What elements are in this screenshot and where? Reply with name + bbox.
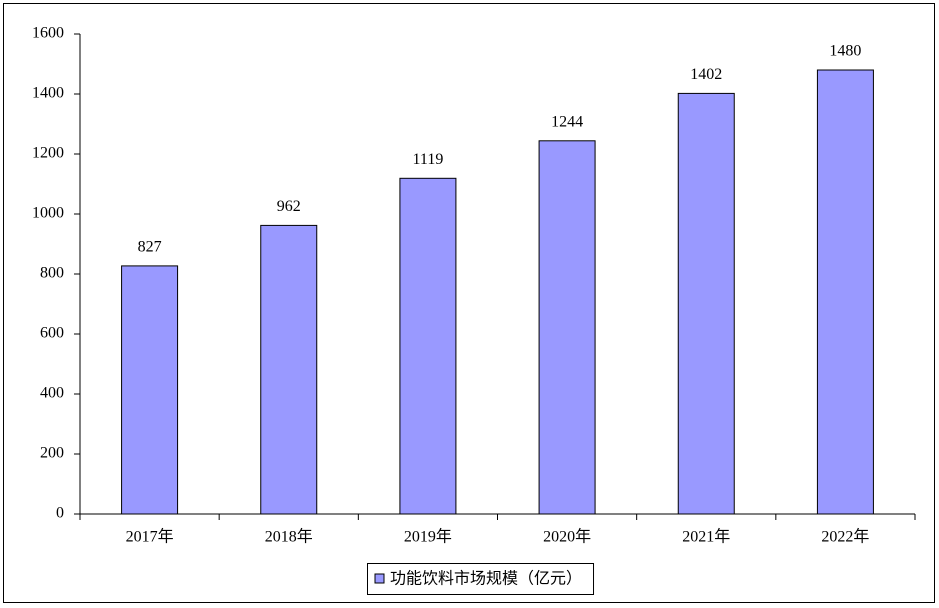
y-tick-label: 0: [56, 505, 64, 522]
x-tick-label: 2020年: [543, 528, 591, 546]
x-tick-label: 2017年: [126, 528, 174, 546]
x-tick-label: 2022年: [821, 528, 869, 546]
y-tick-label: 1600: [32, 25, 64, 42]
data-label: 1402: [690, 66, 722, 83]
bar: [260, 224, 318, 515]
y-tick-label: 400: [40, 385, 64, 402]
legend-swatch: [374, 573, 385, 584]
bar: [399, 177, 457, 515]
data-label: 962: [277, 198, 301, 215]
y-tick-label: 200: [40, 445, 64, 462]
x-tick-label: 2021年: [682, 528, 730, 546]
x-tick-label: 2019年: [404, 528, 452, 546]
data-label: 827: [138, 239, 162, 256]
legend-box: [367, 563, 595, 595]
y-tick-label: 1200: [32, 145, 64, 162]
y-tick-label: 1400: [32, 85, 64, 102]
x-tick-label: 2018年: [265, 528, 313, 546]
y-tick-label: 800: [40, 265, 64, 282]
bar: [677, 92, 735, 515]
bar: [538, 140, 596, 515]
data-label: 1119: [413, 151, 444, 168]
legend-label: 功能饮料市场规模（亿元）: [390, 570, 582, 588]
bar: [121, 265, 179, 515]
y-tick-label: 1000: [32, 205, 64, 222]
bar: [816, 69, 874, 515]
data-label: 1244: [551, 113, 583, 130]
data-label: 1480: [829, 43, 861, 60]
y-tick-label: 600: [40, 325, 64, 342]
